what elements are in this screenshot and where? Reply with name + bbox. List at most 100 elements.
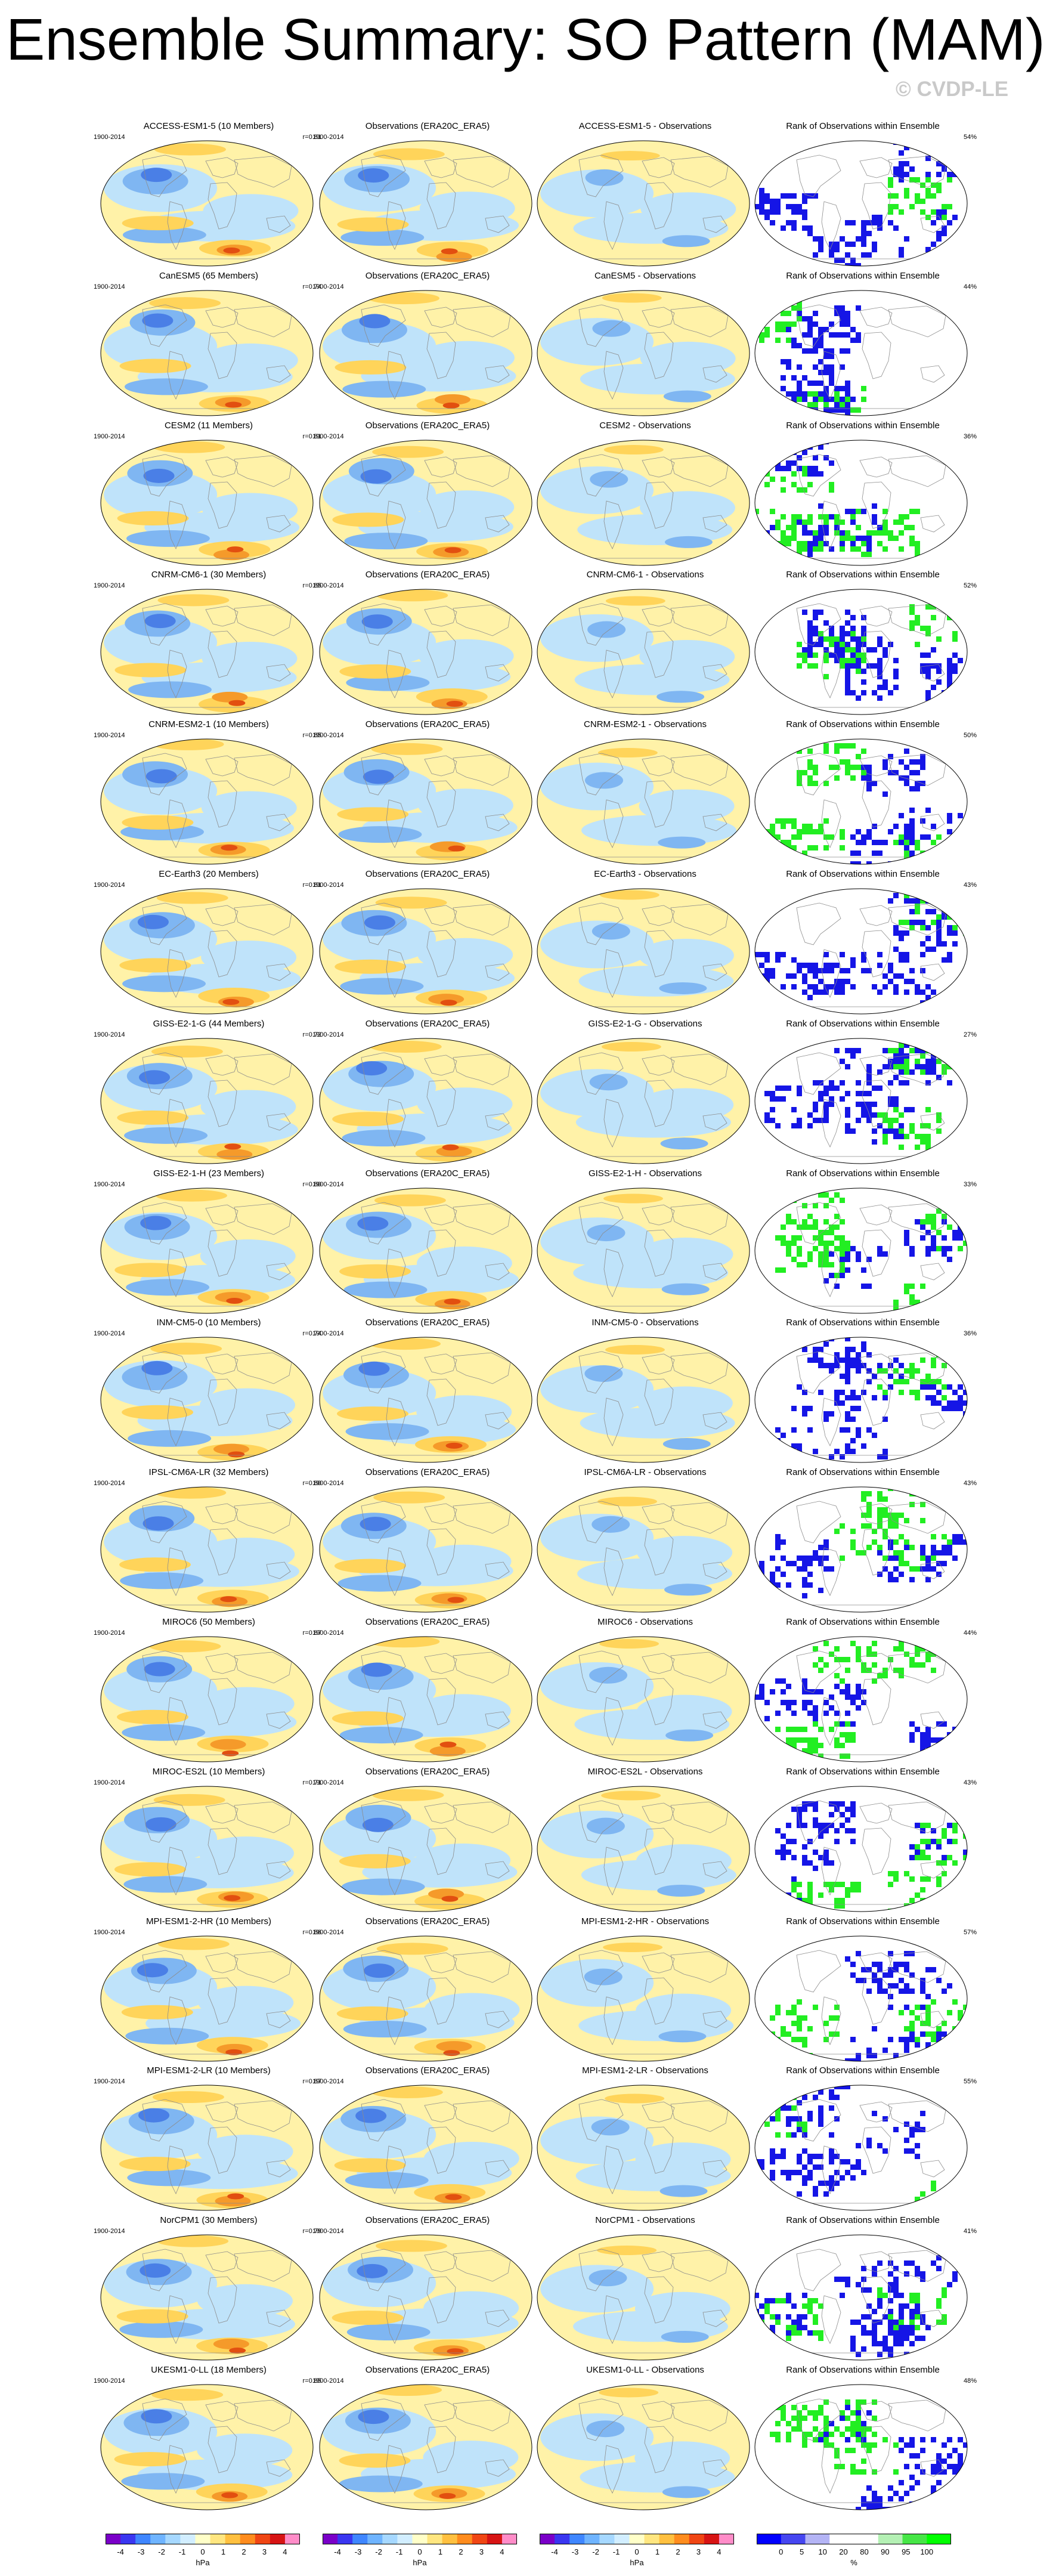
rank-map [754,140,968,267]
ensemble-row: GISS-E2-1-H (23 Members) 1900-2014 r=0.80 O… [0,1168,1059,1318]
difference-suffix: - Observations [651,121,712,131]
pressure-colorbar-tick-label: 1 [655,2547,660,2556]
panel-title: Observations (ERA20C_ERA5) [365,2365,490,2375]
pressure-colorbar-tick-label: 3 [696,2547,701,2556]
pressure-map [537,589,750,715]
rank-map [754,2085,968,2211]
period-label: 1900-2014 [94,1180,125,1188]
rank-colorbar-swatch [902,2534,927,2544]
panel-title: Rank of Observations within Ensemble [786,1766,940,1777]
pressure-map [537,1486,750,1613]
pressure-colorbar-swatch [397,2534,413,2544]
rank-percent: 27% [963,1031,977,1038]
ensemble-row: CNRM-CM6-1 (30 Members) 1900-2014 r=0.85 Ob… [0,570,1059,719]
model-name: UKESM1-0-LL [586,2365,644,2375]
difference-map-panel: MIROC6 - Observations [535,1618,755,1764]
model-name: GISS-E2-1-G [588,1018,642,1029]
rank-colorbar-tick-label: 20 [839,2547,848,2556]
pressure-colorbar-swatch [719,2534,734,2544]
difference-suffix: - Observations [648,2065,708,2076]
pressure-colorbar-tick-label: 4 [283,2547,287,2556]
difference-suffix: - Observations [642,1766,703,1777]
pressure-colorbar-tick-label: -2 [592,2547,599,2556]
model-name: GISS-E2-1-H [588,1168,642,1179]
panel-title: EC-Earth3 (20 Members) [159,869,259,879]
pressure-map [537,1038,750,1164]
pressure-map [100,2384,314,2510]
rank-colorbar-swatch [805,2534,830,2544]
pressure-colorbar-swatch [704,2534,720,2544]
model-map-panel: MIROC6 (50 Members) 1900-2014 r=0.87 [94,1617,321,1764]
pressure-colorbar-swatch [195,2534,211,2544]
credit-label: © CVDP-LE [896,78,1009,101]
period-label: 1900-2014 [312,1629,344,1637]
ensemble-row: MIROC6 (50 Members) 1900-2014 r=0.87 Observ… [0,1618,1059,1767]
model-name: NorCPM1 [595,2215,635,2226]
panel-title: IPSL-CM6A-LR (32 Members) [148,1467,269,1478]
difference-map-panel: GISS-E2-1-G - Observations [535,1019,755,1166]
rank-colorbar-tick-label: 0 [779,2547,784,2556]
period-label: 1900-2014 [312,1180,344,1188]
difference-map-panel: CNRM-ESM2-1 - Observations [535,720,755,867]
observations-map-panel: Observations (ERA20C_ERA5) 1900-2014 [312,869,538,1016]
pressure-map [319,2234,532,2361]
model-map-panel: CESM2 (11 Members) 1900-2014 r=0.81 [94,420,321,568]
pressure-colorbar-tick-label: -2 [158,2547,165,2556]
panel-title: MIROC6 - Observations [535,1618,755,1627]
panel-title: MPI-ESM1-2-HR (10 Members) [145,1916,272,1926]
rank-percent: 43% [963,1779,977,1786]
rank-colorbar-strip [757,2534,951,2544]
model-name: ACCESS-ESM1-5 [578,121,651,131]
pressure-colorbar-tick-label: -3 [354,2547,362,2556]
rank-percent: 44% [963,1629,977,1637]
model-map-panel: CanESM5 (65 Members) 1900-2014 r=0.74 [94,271,321,418]
rank-map-panel: Rank of Observations within Ensemble 41% [753,2216,977,2362]
pressure-map [537,1636,750,1762]
period-label: 1900-2014 [312,1480,344,1488]
pressure-colorbar-swatch [225,2534,241,2544]
pressure-map [100,1337,314,1463]
pressure-map [100,2234,314,2361]
panel-title: Observations (ERA20C_ERA5) [365,1766,490,1777]
model-name: CNRM-ESM2-1 [584,719,646,730]
observations-map-panel: Observations (ERA20C_ERA5) 1900-2014 [312,1318,538,1465]
rank-percent: 36% [963,432,977,440]
period-label: 1900-2014 [312,2078,344,2086]
period-label: 1900-2014 [94,2377,125,2385]
panel-title: Observations (ERA20C_ERA5) [365,869,490,879]
model-name: MIROC-ES2L [587,1766,642,1777]
period-label: 1900-2014 [312,1928,344,1936]
pressure-map [100,140,314,267]
rank-colorbar-swatch [757,2534,782,2544]
model-map-panel: EC-Earth3 (20 Members) 1900-2014 r=0.81 [94,869,322,1016]
rank-percent: 50% [963,732,977,740]
pressure-colorbar-swatch [555,2534,570,2544]
panel-title: ACCESS-ESM1-5 (10 Members) [143,121,274,131]
panel-title: MIROC6 (50 Members) [162,1617,255,1627]
period-label: 1900-2014 [94,882,125,889]
pressure-colorbar-model: -4 -3 -2 -1 0 1 2 3 4 hPa [106,2534,300,2569]
rank-map [754,1786,968,1912]
panel-title: Observations (ERA20C_ERA5) [365,1018,490,1029]
pressure-colorbar-swatch [284,2534,300,2544]
model-name: IPSL-CM6A-LR [584,1467,646,1478]
ensemble-row: MIROC-ES2L (10 Members) 1900-2014 r=0.71 Ob… [0,1767,1059,1916]
panel-title: ACCESS-ESM1-5 - Observations [535,122,755,131]
ensemble-row: IPSL-CM6A-LR (32 Members) 1900-2014 r=0.80… [0,1468,1059,1617]
panel-title: Observations (ERA20C_ERA5) [365,420,490,431]
pressure-colorbar-tick-label: -3 [571,2547,579,2556]
panel-title: MPI-ESM1-2-LR (10 Members) [147,2065,271,2076]
panel-title: Rank of Observations within Ensemble [786,570,940,580]
rank-percent: 44% [963,283,977,290]
pressure-colorbar-tick-label: 0 [417,2547,422,2556]
model-name: CNRM-CM6-1 [586,570,643,580]
panel-title: Rank of Observations within Ensemble [786,1916,940,1926]
period-label: 1900-2014 [94,2228,125,2235]
period-label: 1900-2014 [94,582,125,590]
pattern-correlation: r=0.81 [302,882,322,889]
difference-suffix: - Observations [632,1617,693,1627]
pressure-colorbar-swatch [442,2534,458,2544]
pressure-map [100,888,314,1015]
pressure-colorbar-swatch [629,2534,645,2544]
pressure-colorbar-swatch [412,2534,428,2544]
